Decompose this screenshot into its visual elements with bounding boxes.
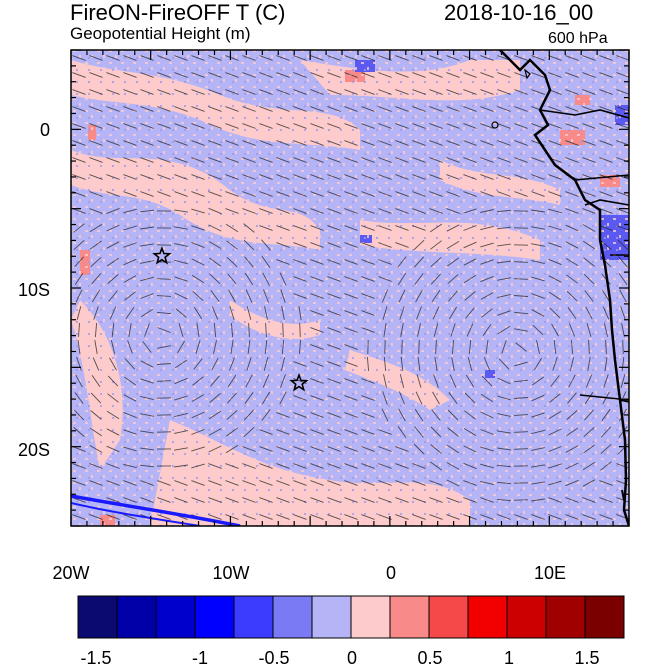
colorbar-swatch (351, 596, 390, 638)
x-tick-label: 20W (41, 563, 101, 584)
y-tick-label: 0 (0, 120, 50, 141)
colorbar-label: 0 (327, 648, 377, 669)
x-tick-label: 10W (201, 563, 261, 584)
colorbar-label: -1 (175, 648, 225, 669)
colorbar-label: -0.5 (249, 648, 299, 669)
x-tick-label: 10E (520, 563, 580, 584)
x-tick-label: 0 (361, 563, 421, 584)
colorbar-swatch (507, 596, 546, 638)
colorbar-label: -1.5 (71, 648, 121, 669)
colorbar-swatch (78, 596, 117, 638)
colorbar-label: 1 (484, 648, 534, 669)
colorbar-swatch (585, 596, 624, 638)
colorbar-swatch (234, 596, 273, 638)
colorbar-swatch (117, 596, 156, 638)
colorbar-swatch (429, 596, 468, 638)
colorbar-swatch (390, 596, 429, 638)
colorbar-swatch (546, 596, 585, 638)
colorbar-swatch (312, 596, 351, 638)
colorbar-label: 0.5 (405, 648, 455, 669)
colorbar (78, 596, 624, 638)
y-tick-label: 10S (0, 280, 50, 301)
y-tick-label: 20S (0, 440, 50, 461)
colorbar-swatch (195, 596, 234, 638)
colorbar-swatch (273, 596, 312, 638)
colorbar-label: 1.5 (562, 648, 612, 669)
colorbar-swatch (468, 596, 507, 638)
colorbar-swatch (156, 596, 195, 638)
